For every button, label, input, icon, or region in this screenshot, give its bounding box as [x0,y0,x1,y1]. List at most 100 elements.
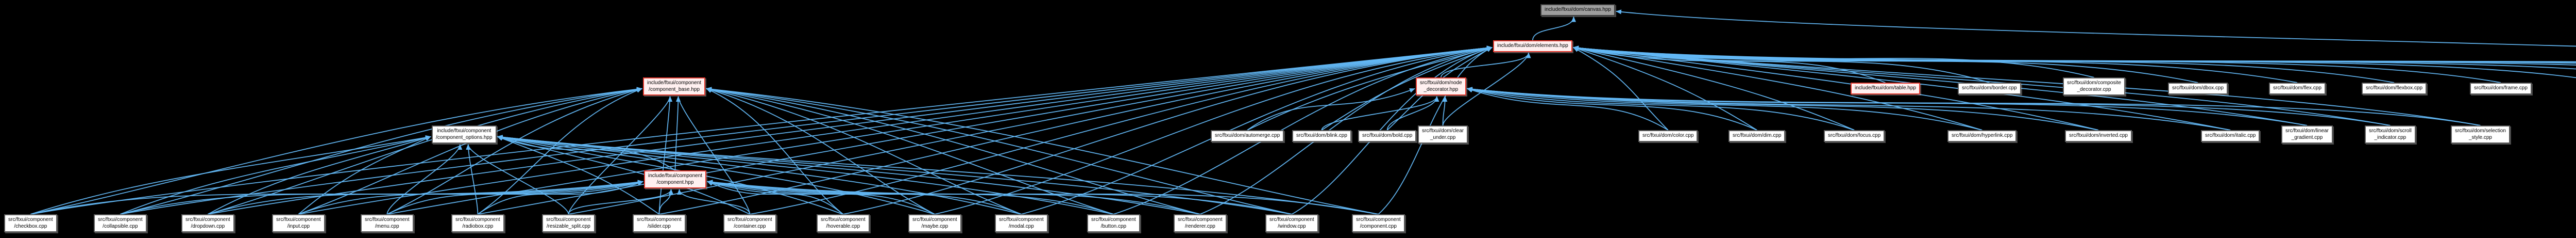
graph-node-label: /dropdown.cpp [191,223,225,229]
graph-node-hoverable[interactable]: src/ftxui/component/hoverable.cpp [817,214,870,232]
include-edge-bold-to-node_decorator [1386,96,1439,131]
include-edge-component_hpp-to-component_base [674,96,681,171]
graph-node-label: _gradient.cpp [2291,134,2323,140]
graph-node-label: src/ftxui/dom/inverted.cpp [2069,133,2128,138]
graph-node-table[interactable]: include/ftxui/dom/table.hpp [1851,83,1920,94]
graph-node-inverted[interactable]: src/ftxui/dom/inverted.cpp [2065,130,2132,142]
graph-node-component_options[interactable]: include/ftxui/component/component_option… [432,125,497,144]
include-edge-hoverable-to-component_hpp [707,181,843,215]
graph-node-label: src/ftxui/dom/node [1420,80,1462,86]
graph-node-blink[interactable]: src/ftxui/dom/blink.cpp [1292,130,1351,142]
graph-node-label: src/ftxui/component [1178,217,1223,223]
graph-node-label: src/ftxui/dom/scroll [2369,128,2412,134]
graph-node-composite_decorator[interactable]: src/ftxui/dom/composite _decorator.cpp [2063,77,2126,96]
graph-node-container[interactable]: src/ftxui/component/container.cpp [723,214,776,232]
graph-node-dropdown[interactable]: src/ftxui/component/dropdown.cpp [181,214,234,232]
graph-node-canvas[interactable]: include/ftxui/dom/canvas.hpp [1540,4,1615,16]
graph-node-label: /checkbox.cpp [14,223,47,229]
include-edge-dropdown-to-component_hpp [208,180,643,215]
graph-node-label: src/ftxui/component [546,217,591,223]
graph-node-modal[interactable]: src/ftxui/component/modal.cpp [995,214,1048,232]
graph-node-button[interactable]: src/ftxui/component/button.cpp [1087,214,1140,232]
include-edge-canvas_cpp-to-canvas [1615,9,2576,47]
graph-node-label: include/ftxui/dom/elements.hpp [1497,43,1568,49]
graph-node-label: /menu.cpp [375,223,399,229]
graph-node-scroll_indicator[interactable]: src/ftxui/dom/scroll _indicator.cpp [2365,125,2416,144]
graph-node-hyperlink[interactable]: src/ftxui/dom/hyperlink.cpp [1947,130,2017,142]
include-edge-button-to-component_base [706,87,1114,215]
graph-node-label: src/ftxui/dom/flex.cpp [2273,85,2321,91]
graph-node-label: include/ftxui/dom/canvas.hpp [1545,7,1611,12]
graph-node-collapsible[interactable]: src/ftxui/component/collapsible.cpp [94,214,147,232]
graph-node-label: src/ftxui/component [455,217,500,223]
graph-node-input[interactable]: src/ftxui/component/input.cpp [272,214,325,232]
graph-node-automerge[interactable]: src/ftxui/dom/automerge.cpp [1211,130,1284,142]
graph-node-label: /component.cpp [1360,223,1397,229]
graph-node-linear_gradient[interactable]: src/ftxui/dom/linear _gradient.cpp [2281,125,2333,144]
graph-node-label: src/ftxui/component [637,217,682,223]
include-edge-checkbox-to-elements [30,45,1493,215]
graph-node-color[interactable]: src/ftxui/dom/color.cpp [1638,130,1698,142]
include-edge-focus-to-elements [1572,46,1855,131]
graph-node-focus[interactable]: src/ftxui/dom/focus.cpp [1824,130,1885,142]
graph-node-component_hpp[interactable]: include/ftxui/component/component.hpp [644,170,707,188]
graph-node-slider[interactable]: src/ftxui/component/slider.cpp [633,214,686,232]
graph-node-label: include/ftxui/dom/table.hpp [1855,85,1916,91]
graph-node-label: src/ftxui/component [912,217,957,223]
include-edge-slider-to-component_hpp [658,189,674,215]
graph-node-component_base[interactable]: include/ftxui/component/component_base.h… [643,77,706,96]
include-edge-input-to-component_hpp [298,180,643,215]
graph-node-radiobox[interactable]: src/ftxui/component/radiobox.cpp [451,214,504,232]
graph-node-clear_under[interactable]: src/ftxui/dom/clear _under.cpp [1418,125,1468,144]
graph-node-label: src/ftxui/dom/clear [1422,128,1464,134]
graph-node-label: src/ftxui/dom/composite [2067,80,2122,86]
graph-node-bold[interactable]: src/ftxui/dom/bold.cpp [1358,130,1417,142]
graph-node-node_decorator[interactable]: src/ftxui/dom/node _decorator.hpp [1416,77,1466,96]
graph-node-dbox[interactable]: src/ftxui/dom/dbox.cpp [2168,83,2228,94]
graph-node-component_cpp[interactable]: src/ftxui/component/component.cpp [1352,214,1405,232]
graph-node-menu[interactable]: src/ftxui/component/menu.cpp [361,214,414,232]
graph-node-selection_style[interactable]: src/ftxui/dom/selection _style.cpp [2451,125,2510,144]
graph-node-label: /window.cpp [1278,223,1306,229]
include-edge-clear_under-to-elements [1442,52,1531,126]
graph-node-resizable_split[interactable]: src/ftxui/component/resizable_split.cpp [542,214,595,232]
graph-node-maybe[interactable]: src/ftxui/component/maybe.cpp [908,214,961,232]
graph-node-label: /slider.cpp [647,223,671,229]
include-edge-input-to-component_base [298,87,642,215]
graph-node-label: src/ftxui/dom/frame.cpp [2474,85,2528,91]
graph-node-flex[interactable]: src/ftxui/dom/flex.cpp [2269,83,2326,94]
graph-node-label: src/ftxui/component [1091,217,1136,223]
include-edge-collapsible-to-elements [120,45,1493,215]
include-edge-modal-to-component_options [497,135,1022,215]
graph-node-frame[interactable]: src/ftxui/dom/frame.cpp [2470,83,2532,94]
include-edge-resizable_split-to-component_hpp [568,189,673,215]
graph-node-window[interactable]: src/ftxui/component/window.cpp [1265,214,1318,232]
graph-node-label: include/ftxui/component [437,128,492,134]
graph-node-label: src/ftxui/component [727,217,772,223]
graph-node-label: _under.cpp [1430,134,1456,140]
graph-node-dim[interactable]: src/ftxui/dom/dim.cpp [1728,130,1786,142]
graph-node-label: src/ftxui/dom/blink.cpp [1296,133,1347,138]
include-edge-component_cpp-to-component_hpp [707,180,1379,215]
include-edge-automerge-to-elements [1247,46,1493,131]
include-edge-window-to-elements [1291,46,1493,215]
graph-node-label: /resizable_split.cpp [546,223,590,229]
include-edge-menu-to-component_options [386,144,463,215]
include-edge-checkbox-to-component_options [30,135,431,215]
graph-node-checkbox[interactable]: src/ftxui/component/checkbox.cpp [4,214,57,232]
graph-node-italic[interactable]: src/ftxui/dom/italic.cpp [2201,130,2260,142]
include-edge-button-to-component_options [497,135,1114,215]
graph-node-label: src/ftxui/component [999,217,1044,223]
graph-node-label: /component_options.hpp [436,134,493,140]
graph-node-flexbox[interactable]: src/ftxui/dom/flexbox.cpp [2362,83,2427,94]
graph-node-elements[interactable]: include/ftxui/dom/elements.hpp [1493,40,1572,52]
include-edge-selection_style-to-node_decorator [1466,87,2481,126]
graph-node-border[interactable]: src/ftxui/dom/border.cpp [1958,83,2021,94]
include-edge-hyperlink-to-node_decorator [1466,87,1982,131]
include-edge-color-to-node_decorator [1466,88,1669,131]
graph-node-renderer[interactable]: src/ftxui/component/renderer.cpp [1174,214,1227,232]
graph-node-label: src/ftxui/component [365,217,410,223]
